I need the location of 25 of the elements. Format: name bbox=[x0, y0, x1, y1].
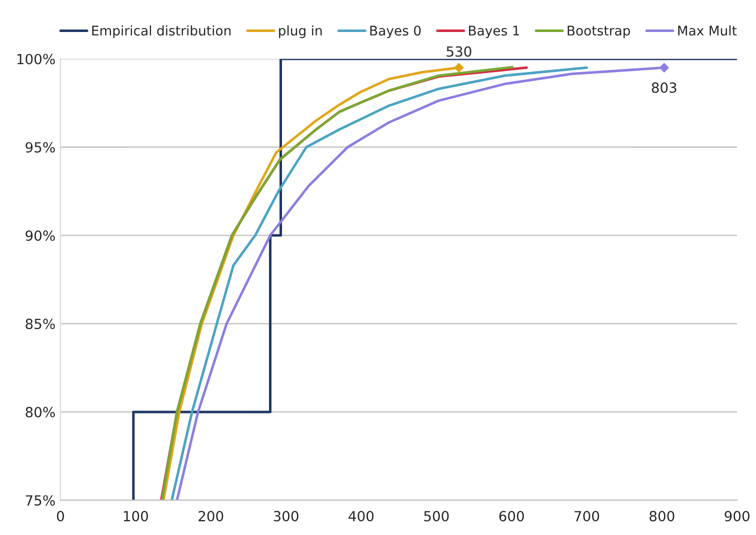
x-tick-label: 900 bbox=[724, 510, 750, 522]
y-tick-label: 75% bbox=[26, 495, 55, 506]
y-tick-label: 85% bbox=[26, 318, 55, 330]
legend-label: plug in bbox=[279, 25, 322, 38]
x-tick-label: 0 bbox=[56, 510, 64, 522]
legend-label: Bayes 1 bbox=[469, 26, 520, 38]
x-tick-label: 500 bbox=[424, 510, 449, 522]
x-tick-label: 600 bbox=[499, 510, 524, 522]
x-tick-label: 400 bbox=[348, 510, 374, 522]
y-tick-label: 100% bbox=[17, 54, 55, 64]
x-tick-label: 300 bbox=[274, 510, 298, 522]
line-series bbox=[170, 66, 588, 500]
x-tick-label: 100 bbox=[124, 510, 148, 522]
y-tick-label: 95% bbox=[26, 142, 55, 153]
legend-label: Max Mult bbox=[678, 25, 737, 36]
legend-label: Empirical distribution bbox=[92, 25, 231, 38]
x-tick-label: 700 bbox=[574, 510, 600, 522]
x-tick-label: 800 bbox=[650, 510, 674, 522]
x-tick-label: 200 bbox=[198, 510, 224, 522]
annotation: 803 bbox=[652, 82, 676, 93]
legend-label: Bootstrap bbox=[568, 26, 630, 38]
y-tick-label: 80% bbox=[26, 406, 55, 418]
annotation: 530 bbox=[446, 46, 472, 57]
y-tick-label: 90% bbox=[26, 230, 55, 241]
legend-label: Bayes 0 bbox=[370, 26, 421, 38]
